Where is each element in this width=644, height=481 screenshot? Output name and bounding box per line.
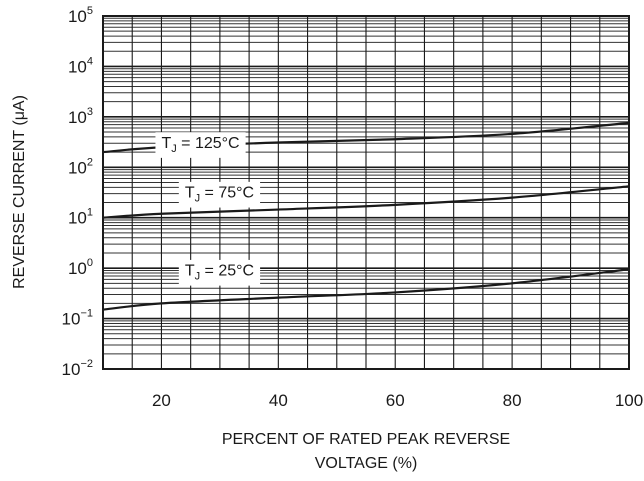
y-tick-label: 102 [68,156,93,177]
x-tick-labels: 20 40 60 80 100 [152,391,643,410]
y-tick-label: 10−1 [62,308,93,329]
curve-label-background [155,132,246,158]
x-tick-label: 20 [152,391,171,410]
x-axis-label-line-1: PERCENT OF RATED PEAK REVERSE [222,431,510,448]
curve-series-3 [102,268,630,311]
curve-label-text: TJ = 125°C [161,135,239,155]
x-tick-label: 40 [269,391,288,410]
gridlines-vertical [131,16,601,369]
y-tick-label: 10−2 [62,358,93,379]
curve-label-background [178,259,261,286]
x-tick-label: 100 [615,391,643,410]
curve-label-2: TJ = 75°C [178,181,261,208]
x-tick-label: 60 [386,391,405,410]
curve-label-text: TJ = 75°C [185,185,254,205]
y-tick-label: 101 [68,207,93,228]
curve-label-background [178,181,261,208]
y-axis-label: REVERSE CURRENT (μA) [11,95,28,289]
y-tick-label: 100 [68,257,93,278]
y-tick-labels: 105 104 103 102 101 100 10−1 10−2 [62,5,93,379]
curve-label-3: TJ = 25°C [178,259,261,286]
y-tick-label: 104 [68,55,93,76]
y-tick-label: 103 [68,106,93,127]
curve-label-text: TJ = 25°C [185,263,254,283]
curve-series-2 [102,185,630,219]
x-tick-label: 80 [503,391,522,410]
curve-labels: TJ = 125°C TJ = 75°C TJ = 25°C [155,132,261,286]
plot-frame [102,15,630,370]
x-axis-label-line-2: VOLTAGE (%) [315,455,418,472]
curve-label-1: TJ = 125°C [155,132,246,158]
y-tick-label: 105 [68,5,93,26]
